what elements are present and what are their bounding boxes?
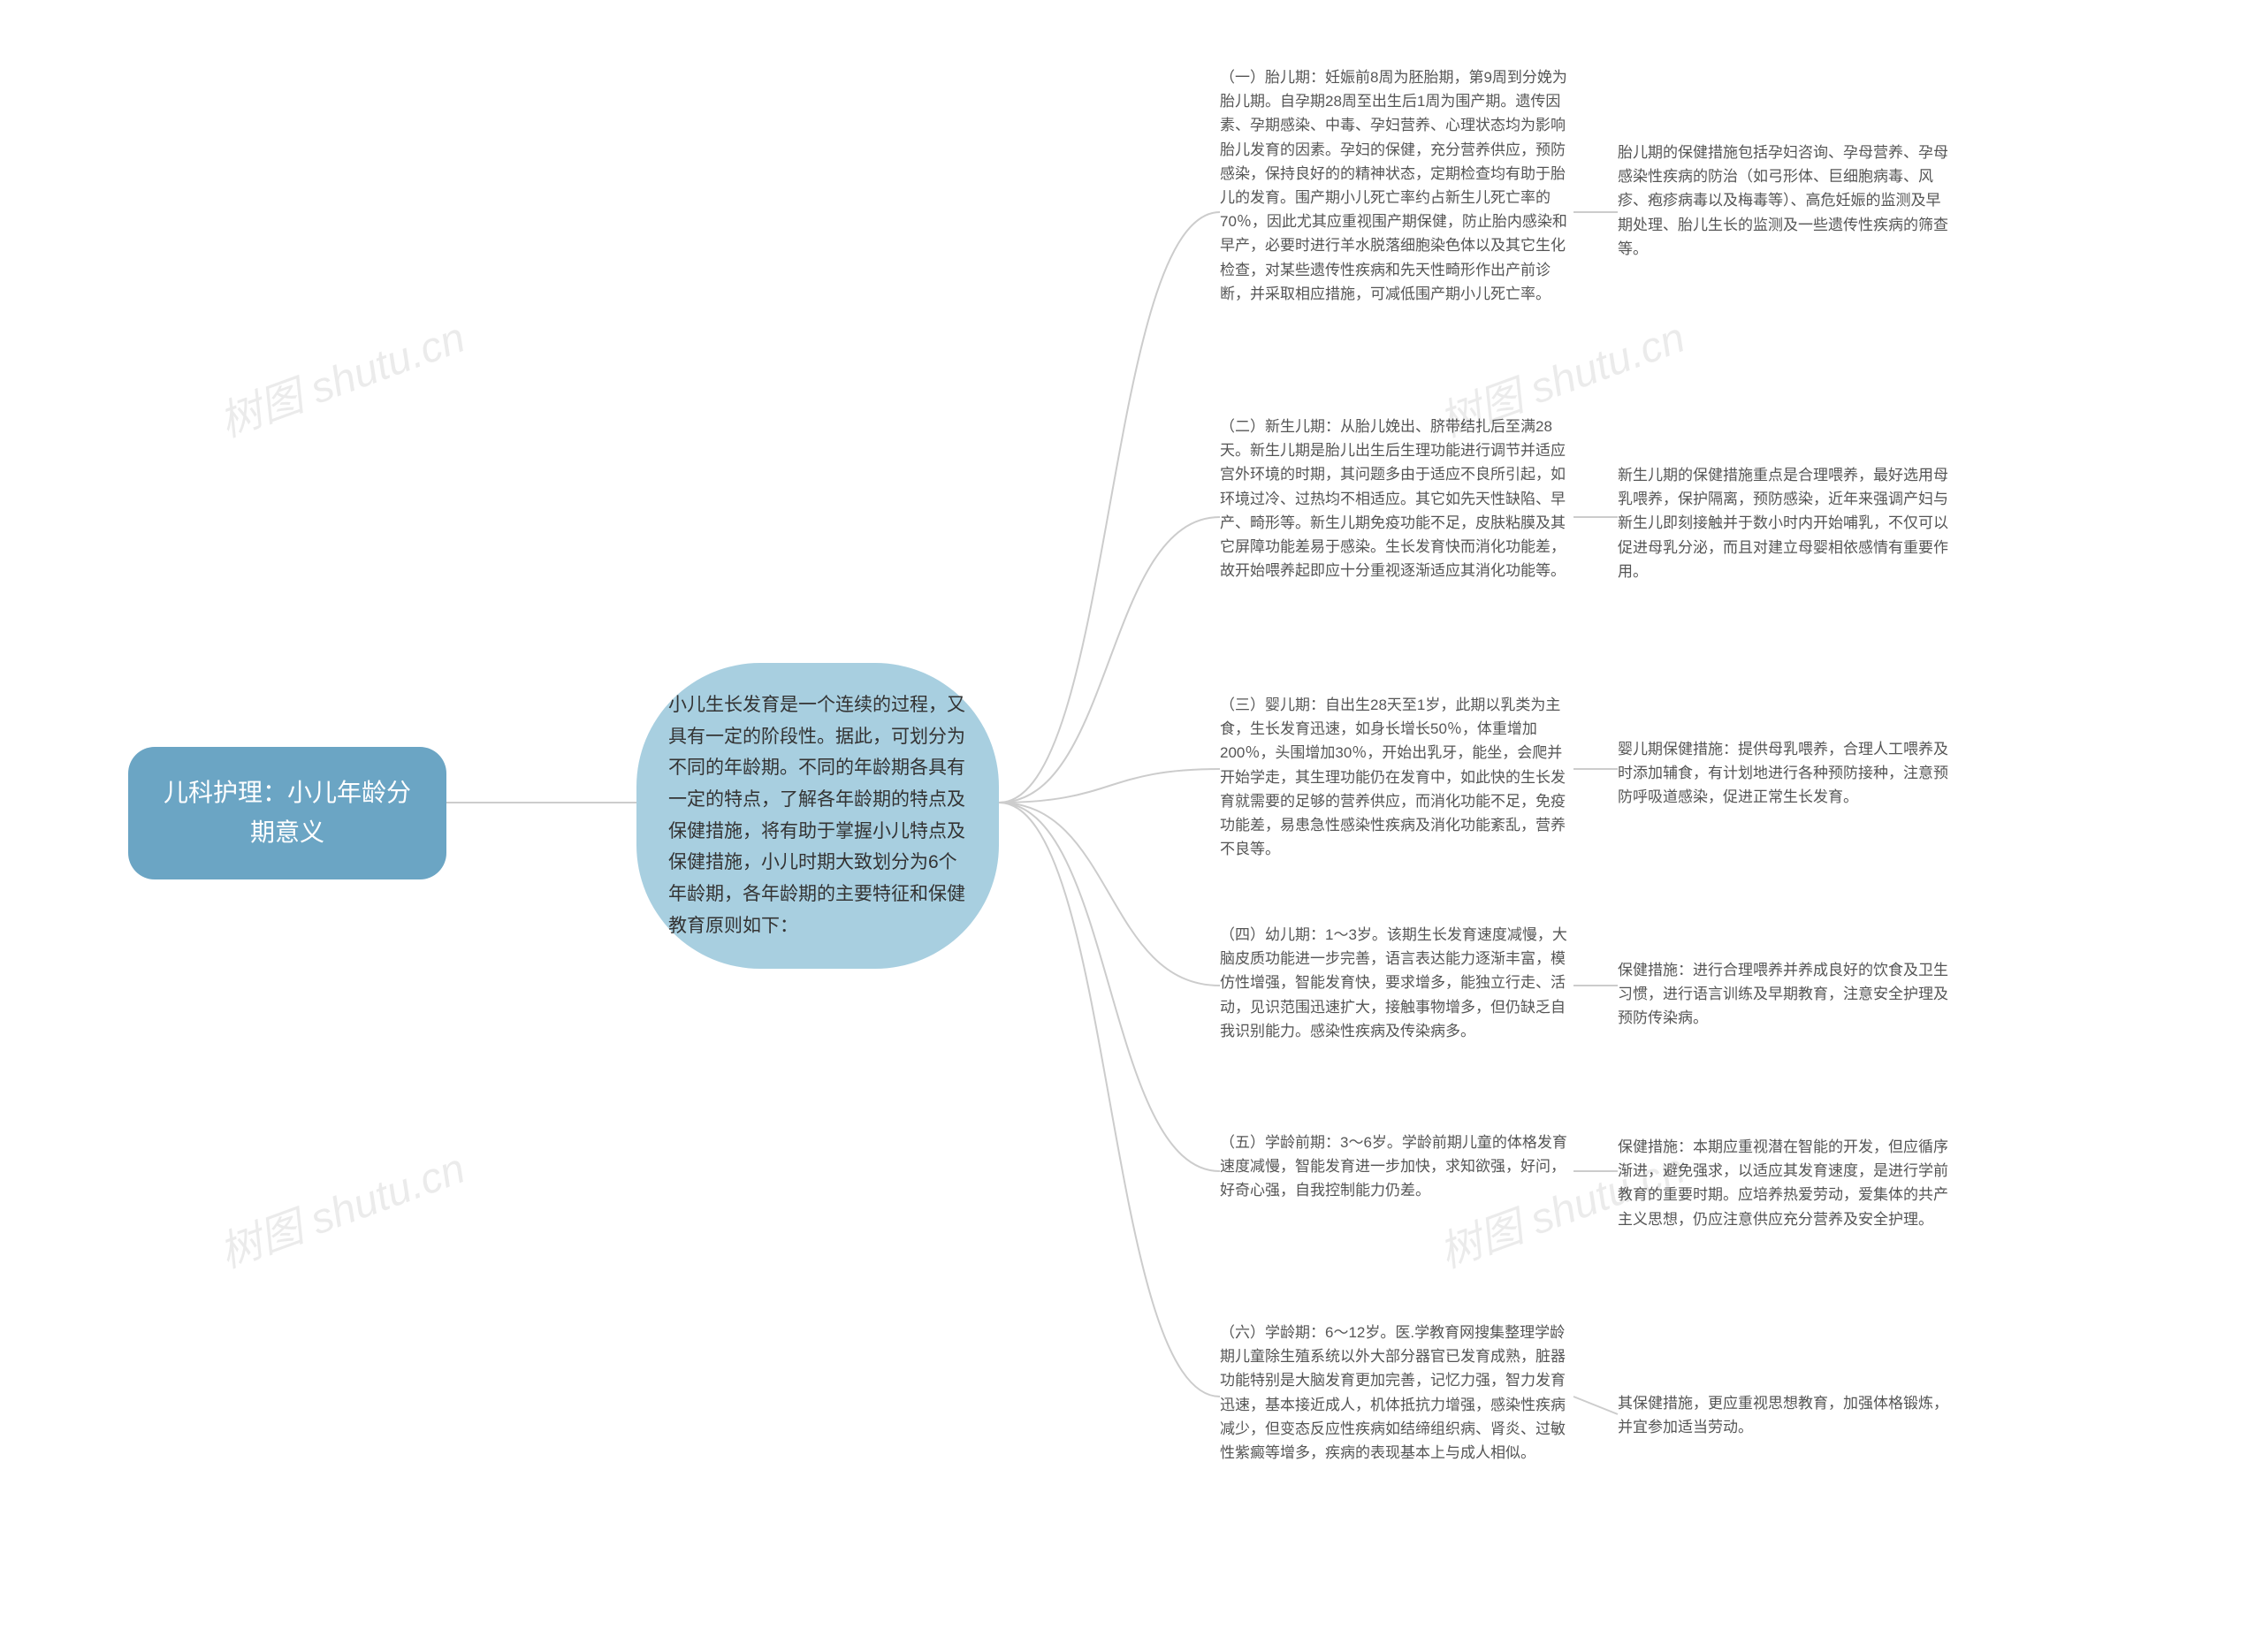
branch-preschool-detail-text: 保健措施：本期应重视潜在智能的开发，但应循序渐进，避免强求，以适应其发育速度，是… xyxy=(1618,1131,1954,1235)
branch-schoolage-detail[interactable]: 其保健措施，更应重视思想教育，加强体格锻炼，并宜参加适当劳动。 xyxy=(1618,1388,1954,1443)
root-node-text: 儿科护理：小儿年龄分期意义 xyxy=(128,747,446,879)
branch-schoolage-detail-text: 其保健措施，更应重视思想教育，加强体格锻炼，并宜参加适当劳动。 xyxy=(1618,1388,1954,1443)
root-node[interactable]: 儿科护理：小儿年龄分期意义 xyxy=(128,747,446,879)
branch-infant[interactable]: （三）婴儿期：自出生28天至1岁，此期以乳类为主食，生长发育迅速，如身长增长50… xyxy=(1220,689,1573,864)
branch-infant-detail-text: 婴儿期保健措施：提供母乳喂养，合理人工喂养及时添加辅食，有计划地进行各种预防接种… xyxy=(1618,734,1954,813)
mindmap-container: 儿科护理：小儿年龄分期意义 小儿生长发育是一个连续的过程，又具有一定的阶段性。据… xyxy=(0,0,2263,1652)
branch-infant-detail[interactable]: 婴儿期保健措施：提供母乳喂养，合理人工喂养及时添加辅食，有计划地进行各种预防接种… xyxy=(1618,734,1954,813)
branch-newborn-detail-text: 新生儿期的保健措施重点是合理喂养，最好选用母乳喂养，保护隔离，预防感染，近年来强… xyxy=(1618,460,1954,587)
level1-node-text: 小儿生长发育是一个连续的过程，又具有一定的阶段性。据此，可划分为不同的年龄期。不… xyxy=(636,663,999,969)
branch-toddler-detail-text: 保健措施：进行合理喂养并养成良好的饮食及卫生习惯，进行语言训练及早期教育，注意安… xyxy=(1618,955,1954,1034)
branch-newborn[interactable]: （二）新生儿期：从胎儿娩出、脐带结扎后至满28天。新生儿期是胎儿出生后生理功能进… xyxy=(1220,411,1573,586)
level1-node[interactable]: 小儿生长发育是一个连续的过程，又具有一定的阶段性。据此，可划分为不同的年龄期。不… xyxy=(636,663,999,969)
branch-fetal-detail-text: 胎儿期的保健措施包括孕妇咨询、孕母营养、孕母感染性疾病的防治（如弓形体、巨细胞病… xyxy=(1618,137,1954,264)
branch-newborn-text: （二）新生儿期：从胎儿娩出、脐带结扎后至满28天。新生儿期是胎儿出生后生理功能进… xyxy=(1220,411,1573,586)
watermark: 树图 shutu.cn xyxy=(210,1133,472,1279)
branch-fetal-text: （一）胎儿期：妊娠前8周为胚胎期，第9周到分娩为胎儿期。自孕期28周至出生后1周… xyxy=(1220,62,1573,309)
branch-toddler-text: （四）幼儿期：1～3岁。该期生长发育速度减慢，大脑皮质功能进一步完善，语言表达能… xyxy=(1220,919,1573,1047)
branch-preschool[interactable]: （五）学龄前期：3～6岁。学龄前期儿童的体格发育速度减慢，智能发育进一步加快，求… xyxy=(1220,1127,1573,1207)
watermark: 树图 shutu.cn xyxy=(210,302,472,448)
branch-toddler[interactable]: （四）幼儿期：1～3岁。该期生长发育速度减慢，大脑皮质功能进一步完善，语言表达能… xyxy=(1220,919,1573,1047)
branch-toddler-detail[interactable]: 保健措施：进行合理喂养并养成良好的饮食及卫生习惯，进行语言训练及早期教育，注意安… xyxy=(1618,955,1954,1034)
branch-preschool-text: （五）学龄前期：3～6岁。学龄前期儿童的体格发育速度减慢，智能发育进一步加快，求… xyxy=(1220,1127,1573,1207)
branch-fetal[interactable]: （一）胎儿期：妊娠前8周为胚胎期，第9周到分娩为胎儿期。自孕期28周至出生后1周… xyxy=(1220,62,1573,309)
branch-preschool-detail[interactable]: 保健措施：本期应重视潜在智能的开发，但应循序渐进，避免强求，以适应其发育速度，是… xyxy=(1618,1131,1954,1235)
branch-schoolage[interactable]: （六）学龄期：6～12岁。医.学教育网搜集整理学龄期儿童除生殖系统以外大部分器官… xyxy=(1220,1317,1573,1468)
branch-fetal-detail[interactable]: 胎儿期的保健措施包括孕妇咨询、孕母营养、孕母感染性疾病的防治（如弓形体、巨细胞病… xyxy=(1618,137,1954,264)
branch-newborn-detail[interactable]: 新生儿期的保健措施重点是合理喂养，最好选用母乳喂养，保护隔离，预防感染，近年来强… xyxy=(1618,460,1954,587)
branch-infant-text: （三）婴儿期：自出生28天至1岁，此期以乳类为主食，生长发育迅速，如身长增长50… xyxy=(1220,689,1573,864)
branch-schoolage-text: （六）学龄期：6～12岁。医.学教育网搜集整理学龄期儿童除生殖系统以外大部分器官… xyxy=(1220,1317,1573,1468)
